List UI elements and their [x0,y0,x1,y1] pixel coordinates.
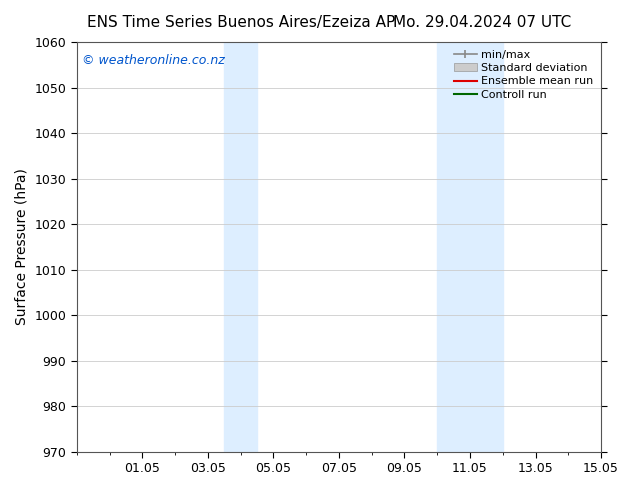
Bar [437,42,503,452]
Text: ENS Time Series Buenos Aires/Ezeiza AP: ENS Time Series Buenos Aires/Ezeiza AP [87,15,395,30]
Bar [224,42,257,452]
Text: © weatheronline.co.nz: © weatheronline.co.nz [82,54,225,67]
Legend: min/max, Standard deviation, Ensemble mean run, Controll run: min/max, Standard deviation, Ensemble me… [451,47,597,103]
Y-axis label: Surface Pressure (hPa): Surface Pressure (hPa) [15,169,29,325]
Text: Mo. 29.04.2024 07 UTC: Mo. 29.04.2024 07 UTC [392,15,571,30]
